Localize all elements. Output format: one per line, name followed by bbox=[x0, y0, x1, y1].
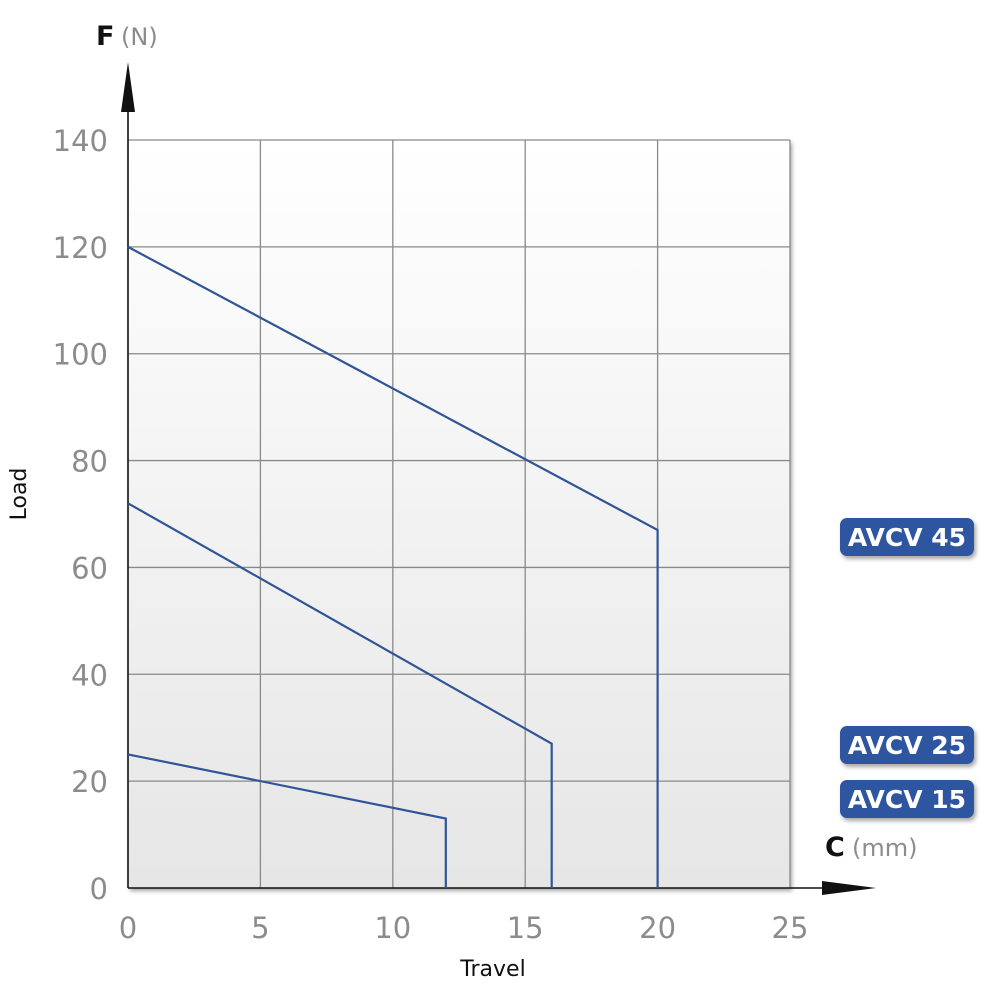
series-badge: AVCV 15 bbox=[840, 780, 974, 818]
y-axis-letter: F bbox=[96, 21, 114, 52]
y-axis-unit: (N) bbox=[121, 23, 158, 51]
series-badges: AVCV 45 AVCV 25 AVCV 15 bbox=[840, 518, 974, 818]
x-axis-letter: C bbox=[825, 832, 845, 863]
y-tick-label: 0 bbox=[90, 872, 108, 906]
y-tick-label: 100 bbox=[53, 338, 108, 372]
x-tick-label: 15 bbox=[507, 911, 544, 945]
series-badge-box bbox=[840, 518, 974, 556]
y-axis-title: Load bbox=[7, 468, 32, 521]
series-badge: AVCV 25 bbox=[840, 726, 974, 764]
series-badge-label: AVCV 45 bbox=[848, 523, 966, 552]
series-badge: AVCV 45 bbox=[840, 518, 974, 556]
x-tick-label: 5 bbox=[251, 911, 269, 945]
series-line bbox=[127, 245, 659, 888]
y-axis-heading: F (N) bbox=[96, 21, 158, 52]
x-tick-label: 0 bbox=[119, 911, 137, 945]
y-tick-labels: 0 20 40 60 80 100 120 140 bbox=[53, 124, 108, 906]
x-axis-arrow bbox=[822, 881, 876, 895]
y-tick-label: 140 bbox=[53, 124, 108, 158]
y-tick-label: 80 bbox=[71, 445, 108, 479]
series-badge-box bbox=[840, 726, 974, 764]
x-axis-heading: C (mm) bbox=[825, 832, 917, 863]
series-badge-label: AVCV 25 bbox=[848, 731, 966, 760]
series-badge-label: AVCV 15 bbox=[848, 785, 966, 814]
y-tick-label: 60 bbox=[71, 551, 108, 585]
plot-background bbox=[128, 140, 790, 888]
x-tick-label: 10 bbox=[374, 911, 411, 945]
series-badge-box bbox=[840, 780, 974, 818]
x-axis-title: Travel bbox=[459, 957, 525, 982]
x-axis-unit: (mm) bbox=[852, 834, 917, 862]
axes bbox=[121, 62, 876, 895]
x-tick-labels: 0 5 10 15 20 25 bbox=[119, 911, 809, 945]
y-tick-label: 120 bbox=[53, 231, 108, 265]
y-axis-arrow bbox=[121, 62, 135, 112]
series-lines bbox=[127, 245, 659, 888]
y-tick-label: 40 bbox=[71, 658, 108, 692]
x-tick-label: 25 bbox=[772, 911, 809, 945]
x-tick-label: 20 bbox=[639, 911, 676, 945]
y-tick-label: 20 bbox=[71, 765, 108, 799]
series-line bbox=[127, 753, 447, 888]
series-line bbox=[127, 502, 553, 888]
gridlines bbox=[128, 139, 791, 888]
